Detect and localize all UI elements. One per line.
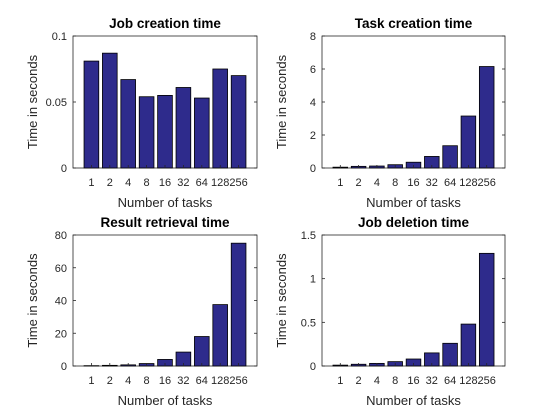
chart-4-title: Job deletion time — [358, 215, 470, 230]
chart-2-y-tick-label: 6 — [310, 64, 316, 76]
chart-4-x-axis-label: Number of tasks — [366, 393, 461, 408]
chart-2-x-axis-label: Number of tasks — [366, 195, 461, 210]
chart-2-y-axis-label: Time in seconds — [274, 54, 289, 149]
chart-1-bar-128 — [212, 68, 228, 169]
chart-1-bar-1 — [83, 60, 100, 169]
chart-4-x-tick-label: 256 — [478, 375, 496, 387]
chart-3-x-tick-label: 256 — [229, 375, 247, 387]
chart-3-y-tick-label: 60 — [55, 263, 67, 275]
chart-3-x-tick-label: 128 — [211, 375, 229, 387]
chart-3-title: Result retrieval time — [100, 215, 230, 230]
chart-4-y-tick-label: 1 — [310, 274, 316, 286]
chart-4-y-tick-label: 0.5 — [301, 317, 316, 329]
chart-4-x-tick-label: 128 — [459, 375, 477, 387]
chart-1-bar-64 — [194, 97, 210, 169]
chart-4-bar-128 — [460, 323, 477, 367]
chart-2-x-tick-label: 256 — [478, 177, 496, 189]
chart-3-x-tick-label: 32 — [177, 375, 189, 387]
chart-3-y-tick-label: 0 — [61, 361, 67, 373]
chart-2-bar-256 — [478, 66, 495, 169]
chart-3-x-tick-label: 64 — [196, 375, 208, 387]
chart-3-y-axis-label: Time in seconds — [25, 253, 40, 348]
chart-4-x-tick-label: 1 — [337, 375, 343, 387]
chart-2-plot-frame — [321, 35, 506, 169]
chart-4-x-tick-label: 4 — [374, 375, 380, 387]
chart-1-y-tick-label: 0.1 — [52, 31, 67, 43]
chart-1-bar-32 — [175, 87, 192, 169]
chart-3-bar-64 — [194, 336, 210, 367]
chart-2-bar-64 — [442, 145, 458, 169]
chart-1-x-tick-label: 64 — [196, 177, 208, 189]
chart-1-title: Job creation time — [109, 16, 221, 31]
chart-3-x-tick-label: 16 — [159, 375, 171, 387]
chart-3-plot-frame — [72, 234, 258, 367]
chart-1-x-tick-label: 32 — [177, 177, 189, 189]
chart-1-x-tick-label: 16 — [159, 177, 171, 189]
chart-1-bar-4 — [120, 79, 136, 169]
chart-2-x-tick-label: 16 — [407, 177, 419, 189]
chart-2-y-tick-label: 4 — [310, 97, 316, 109]
chart-3-y-tick-label: 40 — [55, 296, 67, 308]
chart-1-bar-256 — [230, 75, 247, 169]
chart-1-x-tick-label: 4 — [125, 177, 131, 189]
chart-3-y-tick-label: 80 — [55, 230, 67, 242]
chart-2-y-tick-label: 8 — [310, 31, 316, 43]
chart-2-x-tick-label: 1 — [337, 177, 343, 189]
chart-2-x-tick-label: 32 — [426, 177, 438, 189]
chart-1-x-tick-label: 1 — [88, 177, 94, 189]
chart-1-y-tick-label: 0.05 — [46, 97, 67, 109]
chart-1-x-tick-label: 8 — [144, 177, 150, 189]
chart-2-x-tick-label: 8 — [392, 177, 398, 189]
chart-1-bar-16 — [157, 95, 173, 169]
chart-4-x-tick-label: 2 — [356, 375, 362, 387]
chart-4-x-tick-label: 8 — [392, 375, 398, 387]
chart-4-x-tick-label: 64 — [444, 375, 456, 387]
chart-3-x-axis-label: Number of tasks — [118, 393, 213, 408]
chart-3-x-tick-label: 2 — [107, 375, 113, 387]
chart-2-y-tick-label: 0 — [310, 163, 316, 175]
chart-1-y-axis-label: Time in seconds — [25, 54, 40, 149]
chart-2-bar-128 — [460, 115, 477, 169]
chart-2-x-tick-label: 2 — [356, 177, 362, 189]
chart-2-x-tick-label: 4 — [374, 177, 380, 189]
chart-4-bar-256 — [478, 252, 495, 367]
chart-1-x-axis-label: Number of tasks — [118, 195, 213, 210]
chart-4-bar-64 — [442, 342, 458, 367]
chart-3-x-tick-label: 4 — [125, 375, 131, 387]
chart-4-x-tick-label: 32 — [426, 375, 438, 387]
chart-1-bar-8 — [138, 96, 155, 169]
chart-4-x-tick-label: 16 — [407, 375, 419, 387]
chart-3-y-tick-label: 20 — [55, 328, 67, 340]
chart-4-plot-frame — [321, 234, 506, 367]
chart-2-x-tick-label: 128 — [459, 177, 477, 189]
chart-3-bar-128 — [212, 304, 228, 367]
chart-4-y-tick-label: 0 — [310, 361, 316, 373]
chart-3-bar-256 — [230, 242, 247, 367]
chart-1-x-tick-label: 2 — [107, 177, 113, 189]
chart-1-y-tick-label: 0 — [61, 163, 67, 175]
chart-1-bar-2 — [102, 52, 118, 169]
chart-1-x-tick-label: 256 — [229, 177, 247, 189]
chart-3-x-tick-label: 1 — [88, 375, 94, 387]
chart-1-x-tick-label: 128 — [211, 177, 229, 189]
chart-2-y-tick-label: 2 — [310, 130, 316, 142]
chart-2-x-tick-label: 64 — [444, 177, 456, 189]
chart-3-x-tick-label: 8 — [144, 375, 150, 387]
chart-4-y-tick-label: 1.5 — [301, 230, 316, 242]
chart-2-title: Task creation time — [355, 16, 473, 31]
chart-4-y-axis-label: Time in seconds — [274, 253, 289, 348]
